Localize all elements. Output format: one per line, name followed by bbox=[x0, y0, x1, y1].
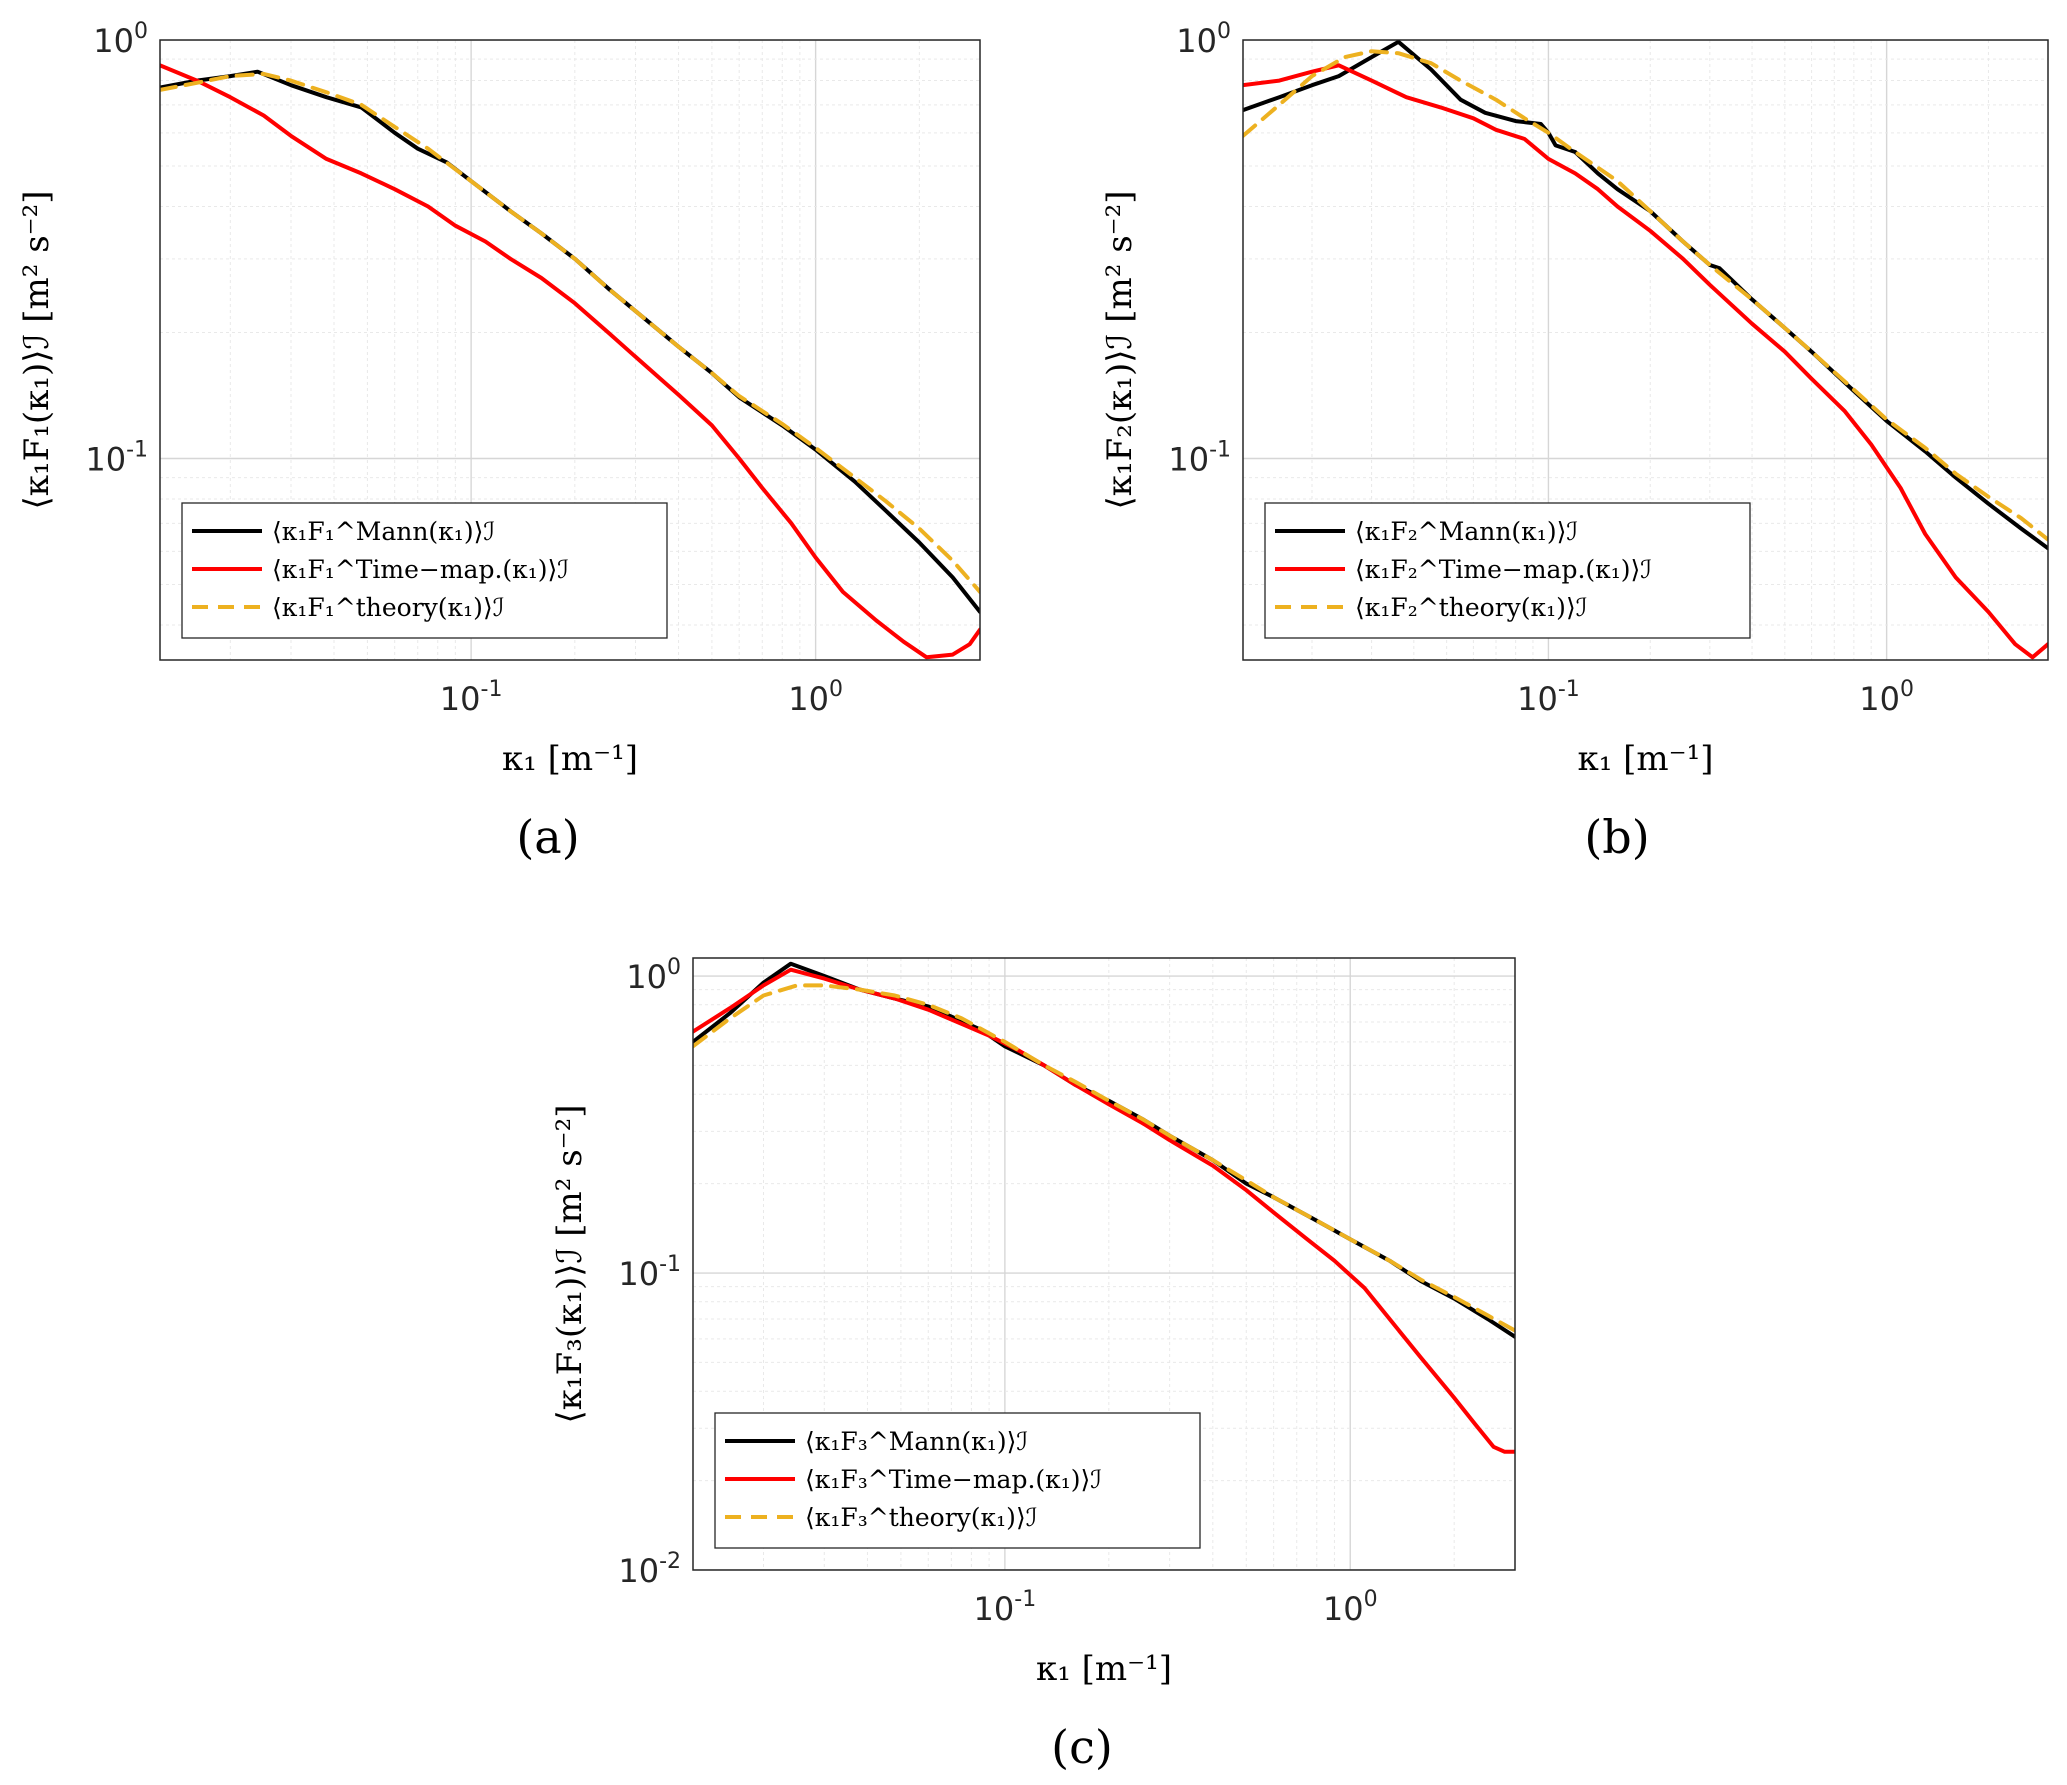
y-tick-label: 100 bbox=[626, 955, 681, 996]
chart-panel-1: 10-1 100 10-1 100 κ₁ [m⁻¹] ⟨κ₁F₁(κ₁)⟩ℐ [m² s⁻… bbox=[17, 19, 981, 864]
series-line-3 bbox=[693, 983, 1515, 1333]
legend: ⟨κ₁F₁^Mann(κ₁)⟩ℐ ⟨κ₁F₁^Time−map.(κ₁)⟩ℐ ⟨κ₁… bbox=[181, 502, 668, 639]
legend-entry: ⟨κ₁F₁^Mann(κ₁)⟩ℐ bbox=[272, 517, 495, 546]
chart-panel-3: 10-1 100 10-2 10-1 100 κ₁ [m⁻¹] ⟨κ₁F₃(κ₁)⟩ℐ [m… bbox=[550, 955, 1516, 1774]
x-axis-label: κ₁ [m⁻¹] bbox=[502, 739, 638, 779]
x-axis-label: κ₁ [m⁻¹] bbox=[1577, 739, 1713, 779]
y-tick-label: 100 bbox=[93, 19, 148, 60]
legend-entry: ⟨κ₁F₃^theory(κ₁)⟩ℐ bbox=[805, 1503, 1037, 1532]
y-tick-label: 10-1 bbox=[85, 437, 148, 478]
x-tick-label: 10-1 bbox=[974, 1587, 1037, 1628]
y-axis-label: ⟨κ₁F₂(κ₁)⟩ℐ [m² s⁻²] bbox=[1100, 190, 1140, 509]
series-line-3 bbox=[1243, 49, 2048, 542]
x-tick-label: 10-1 bbox=[1517, 677, 1580, 718]
series-line-3 bbox=[160, 71, 980, 594]
axes-frame bbox=[159, 39, 981, 661]
legend-box bbox=[1264, 502, 1751, 639]
legend-entry: ⟨κ₁F₂^Time−map.(κ₁)⟩ℐ bbox=[1355, 555, 1652, 584]
x-axis-label: κ₁ [m⁻¹] bbox=[1036, 1649, 1172, 1689]
x-tick-label: 100 bbox=[1859, 677, 1914, 718]
y-tick-label: 10-2 bbox=[618, 1549, 681, 1590]
x-tick-label: 100 bbox=[788, 677, 843, 718]
y-tick-label: 100 bbox=[1176, 19, 1231, 60]
panel-label: (c) bbox=[1051, 1720, 1113, 1774]
legend: ⟨κ₁F₂^Mann(κ₁)⟩ℐ ⟨κ₁F₂^Time−map.(κ₁)⟩ℐ ⟨κ₁… bbox=[1264, 502, 1751, 639]
x-tick-label: 10-1 bbox=[440, 677, 503, 718]
legend-entry: ⟨κ₁F₃^Time−map.(κ₁)⟩ℐ bbox=[805, 1465, 1102, 1494]
legend-entry: ⟨κ₁F₃^Mann(κ₁)⟩ℐ bbox=[805, 1427, 1028, 1456]
legend-entry: ⟨κ₁F₁^theory(κ₁)⟩ℐ bbox=[272, 593, 504, 622]
panel-label: (a) bbox=[516, 810, 579, 864]
y-axis-label: ⟨κ₁F₁(κ₁)⟩ℐ [m² s⁻²] bbox=[17, 190, 57, 509]
legend-entry: ⟨κ₁F₁^Time−map.(κ₁)⟩ℐ bbox=[272, 555, 569, 584]
x-tick-label: 100 bbox=[1323, 1587, 1378, 1628]
series-line-2 bbox=[693, 967, 1515, 1454]
legend-entry: ⟨κ₁F₂^theory(κ₁)⟩ℐ bbox=[1355, 593, 1587, 622]
y-axis-label: ⟨κ₁F₃(κ₁)⟩ℐ [m² s⁻²] bbox=[550, 1104, 590, 1423]
y-tick-label: 10-1 bbox=[1168, 437, 1231, 478]
legend: ⟨κ₁F₃^Mann(κ₁)⟩ℐ ⟨κ₁F₃^Time−map.(κ₁)⟩ℐ ⟨κ₁… bbox=[714, 1412, 1201, 1549]
panel-label: (b) bbox=[1584, 810, 1649, 864]
chart-panel-2: 10-1 100 10-1 100 κ₁ [m⁻¹] ⟨κ₁F₂(κ₁)⟩ℐ [m² s⁻… bbox=[1100, 19, 2049, 864]
series-line-2 bbox=[160, 63, 980, 660]
y-tick-label: 10-1 bbox=[618, 1252, 681, 1293]
axes-frame bbox=[1242, 39, 2049, 661]
legend-entry: ⟨κ₁F₂^Mann(κ₁)⟩ℐ bbox=[1355, 517, 1578, 546]
legend-box bbox=[181, 502, 668, 639]
axes-frame bbox=[692, 957, 1516, 1571]
legend-box bbox=[714, 1412, 1201, 1549]
series-line-2 bbox=[1243, 63, 2048, 660]
